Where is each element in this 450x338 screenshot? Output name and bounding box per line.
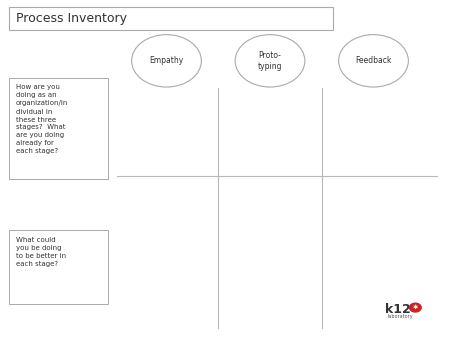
Text: laboratory: laboratory bbox=[387, 314, 413, 319]
Ellipse shape bbox=[235, 35, 305, 87]
Ellipse shape bbox=[338, 35, 409, 87]
Text: k12: k12 bbox=[385, 303, 410, 316]
Circle shape bbox=[410, 303, 421, 312]
Text: Empathy: Empathy bbox=[149, 56, 184, 65]
Text: How are you
doing as an
organization/in
dividual in
these three
stages?  What
ar: How are you doing as an organization/in … bbox=[16, 84, 68, 154]
FancyBboxPatch shape bbox=[9, 78, 108, 179]
Text: Proto-
typing: Proto- typing bbox=[258, 51, 282, 71]
Text: What could
you be doing
to be better in
each stage?: What could you be doing to be better in … bbox=[16, 237, 66, 267]
Text: Feedback: Feedback bbox=[356, 56, 392, 65]
Ellipse shape bbox=[131, 35, 202, 87]
FancyBboxPatch shape bbox=[9, 230, 108, 304]
FancyBboxPatch shape bbox=[9, 7, 333, 30]
Text: ✱: ✱ bbox=[413, 305, 418, 310]
Text: Process Inventory: Process Inventory bbox=[16, 12, 127, 25]
